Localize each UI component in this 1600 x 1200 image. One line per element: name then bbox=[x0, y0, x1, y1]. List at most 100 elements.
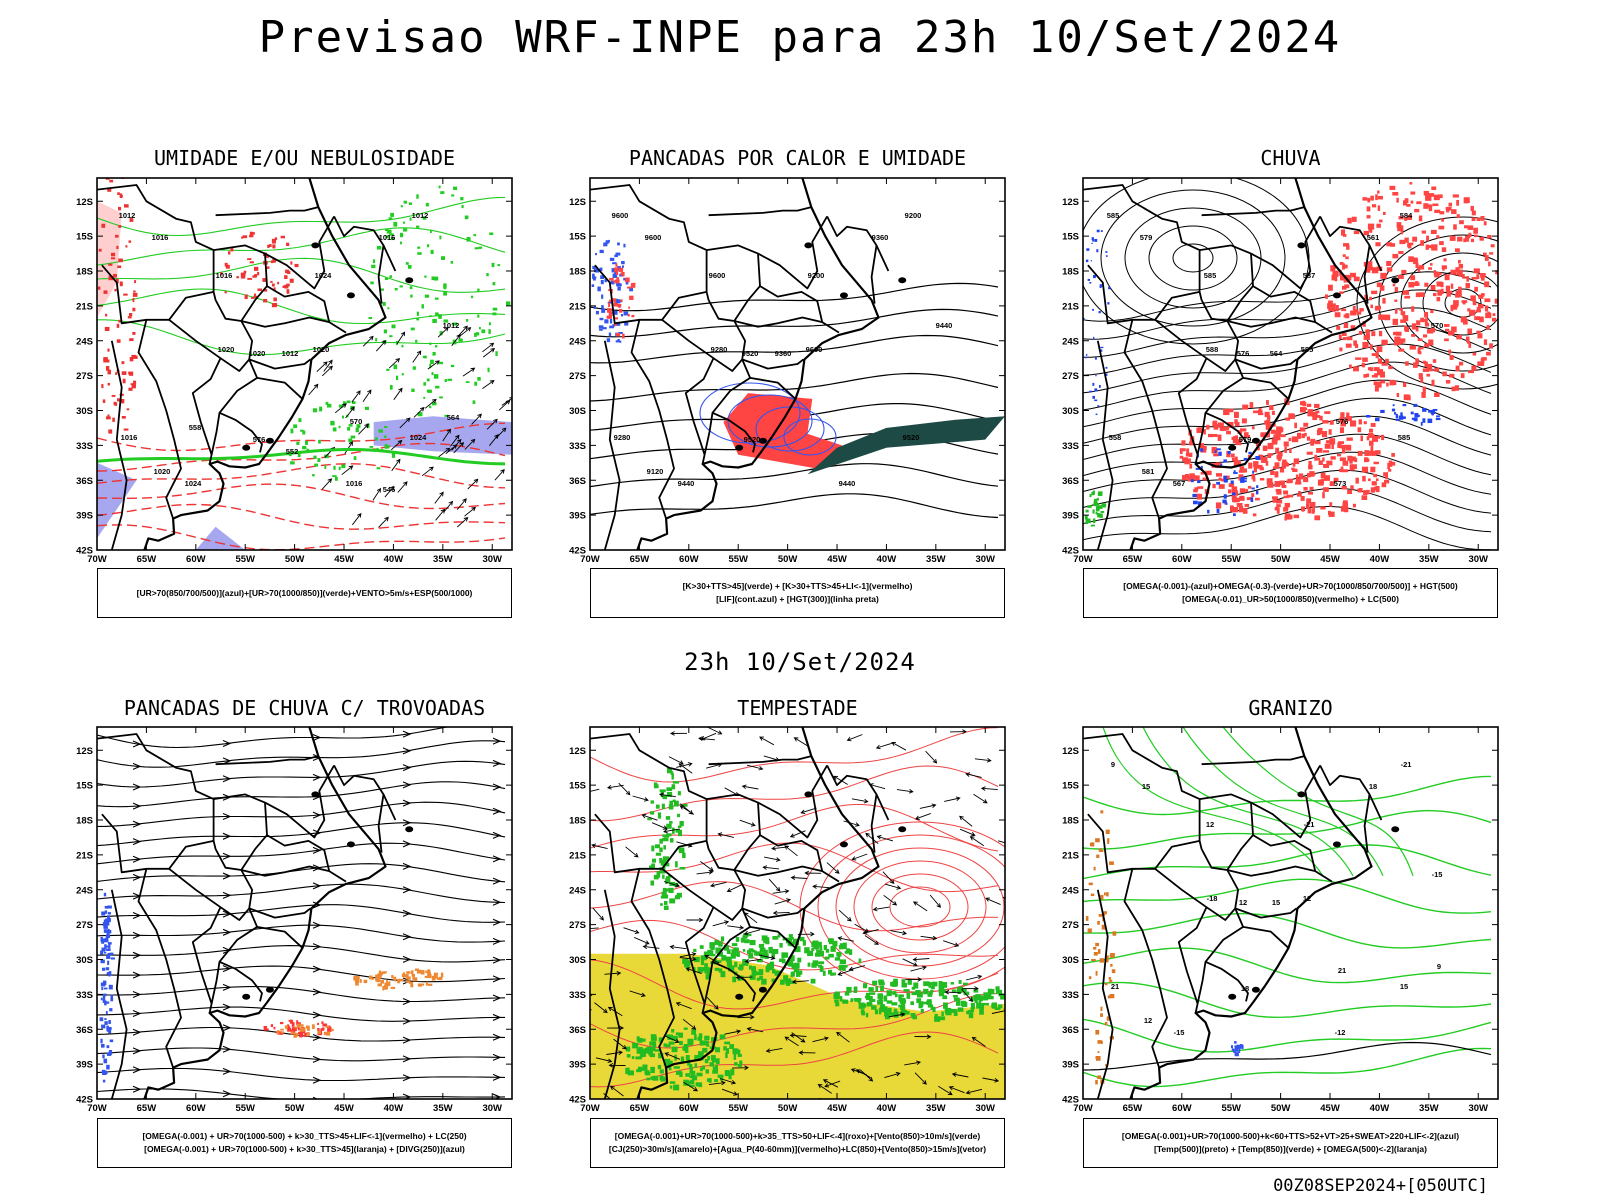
shaded-cell bbox=[1424, 361, 1428, 368]
contour-label: 9200 bbox=[905, 211, 922, 220]
shaded-cell bbox=[1395, 414, 1398, 419]
shaded-cell bbox=[1321, 431, 1328, 438]
shaded-cell bbox=[1428, 245, 1434, 249]
shaded-cell bbox=[963, 991, 970, 996]
shaded-cell bbox=[267, 244, 270, 248]
lake bbox=[735, 444, 744, 451]
shaded-cell bbox=[1362, 341, 1369, 349]
shaded-cell bbox=[1397, 274, 1404, 279]
border-line bbox=[248, 358, 311, 370]
shaded-cell bbox=[1371, 331, 1376, 337]
wind-vector bbox=[965, 974, 983, 981]
shaded-cell bbox=[1452, 194, 1459, 198]
shaded-cell bbox=[660, 903, 663, 906]
shaded-cell bbox=[318, 439, 321, 444]
shaded-cell bbox=[1389, 461, 1396, 466]
shaded-cell bbox=[1200, 449, 1207, 453]
shaded-cell bbox=[1342, 254, 1346, 257]
border-line bbox=[215, 755, 319, 766]
shaded-cell bbox=[728, 965, 735, 972]
streamline bbox=[97, 781, 506, 808]
legend-text: [K>30+TTS>45](verde) + [K>30+TTS>45+LI<-… bbox=[682, 581, 913, 591]
shaded-cell bbox=[1374, 373, 1378, 378]
shaded-cell bbox=[1427, 418, 1433, 424]
border-line bbox=[1234, 358, 1297, 370]
streamline-arrow bbox=[222, 1067, 232, 1075]
shaded-cell bbox=[955, 1000, 961, 1006]
shaded-area bbox=[195, 526, 246, 550]
shaded-cell bbox=[1323, 475, 1330, 481]
shaded-cell bbox=[228, 251, 231, 255]
shaded-cell bbox=[1085, 916, 1089, 921]
shaded-cell bbox=[1355, 477, 1359, 484]
shaded-cell bbox=[115, 278, 119, 284]
shaded-cell bbox=[1445, 328, 1450, 332]
border-line bbox=[870, 245, 878, 304]
shaded-cell bbox=[679, 821, 684, 827]
shaded-cell bbox=[1239, 496, 1245, 501]
shaded-cell bbox=[1240, 428, 1247, 432]
y-tick-label: 27S bbox=[1062, 371, 1079, 382]
border-line bbox=[137, 319, 182, 519]
shaded-cell bbox=[1197, 501, 1203, 506]
shaded-cell bbox=[100, 1038, 103, 1044]
wind-vector bbox=[634, 936, 650, 945]
streamline-arrow bbox=[402, 1017, 412, 1025]
shaded-cell bbox=[886, 1000, 893, 1004]
wind-vector bbox=[443, 500, 454, 513]
wind-vector bbox=[965, 1088, 983, 1095]
panel-title: UMIDADE E/OU NEBULOSIDADE bbox=[153, 146, 456, 170]
border-line bbox=[1154, 299, 1240, 372]
shaded-cell bbox=[440, 191, 445, 195]
shaded-cell bbox=[241, 236, 244, 239]
shaded-cell bbox=[1215, 502, 1222, 509]
shaded-cell bbox=[270, 280, 273, 283]
border-line bbox=[870, 794, 878, 853]
shaded-cell bbox=[1380, 272, 1387, 279]
shaded-cell bbox=[640, 1048, 646, 1054]
wind-vector bbox=[920, 935, 938, 941]
shaded-cell bbox=[439, 396, 443, 399]
wind-vector bbox=[791, 1032, 806, 1043]
shaded-cell bbox=[689, 1069, 693, 1075]
streamline bbox=[889, 886, 951, 928]
shaded-cell bbox=[1392, 318, 1399, 326]
shaded-cell bbox=[717, 1074, 724, 1078]
streamline bbox=[97, 924, 506, 943]
shaded-cell bbox=[405, 262, 409, 265]
shaded-cell bbox=[1331, 443, 1334, 450]
streamline-arrow bbox=[312, 921, 322, 929]
shaded-cell bbox=[1418, 215, 1423, 222]
y-tick-label: 36S bbox=[76, 476, 93, 487]
wind-vector bbox=[375, 340, 387, 352]
wind-vector bbox=[456, 516, 469, 528]
shaded-cell bbox=[1194, 487, 1199, 491]
shaded-cell bbox=[1339, 457, 1346, 462]
shaded-cell bbox=[435, 385, 440, 389]
shaded-cell bbox=[1464, 199, 1470, 203]
shaded-cell bbox=[648, 1051, 653, 1056]
shaded-cell bbox=[1273, 466, 1279, 470]
wind-vector bbox=[669, 944, 687, 950]
border-line bbox=[241, 865, 347, 883]
shaded-cell bbox=[1439, 241, 1444, 246]
streamline-arrow bbox=[492, 956, 502, 964]
shaded-cell bbox=[1314, 440, 1321, 445]
shaded-cell bbox=[619, 340, 622, 343]
shaded-cell bbox=[1095, 511, 1098, 515]
shaded-cell bbox=[1255, 490, 1259, 495]
shaded-cell bbox=[1404, 295, 1411, 299]
shaded-cell bbox=[1449, 235, 1456, 241]
shaded-cell bbox=[317, 458, 321, 463]
coastline bbox=[636, 178, 880, 550]
shaded-cell bbox=[742, 935, 748, 939]
shaded-cell bbox=[1248, 451, 1252, 455]
wind-vector bbox=[679, 805, 695, 815]
shaded-cell bbox=[106, 1025, 109, 1031]
shaded-cell bbox=[1363, 374, 1367, 378]
shaded-cell bbox=[104, 944, 107, 949]
shaded-cell bbox=[1089, 390, 1093, 393]
shaded-cell bbox=[690, 1079, 695, 1085]
shaded-cell bbox=[1205, 470, 1212, 476]
shaded-cell bbox=[415, 339, 418, 343]
